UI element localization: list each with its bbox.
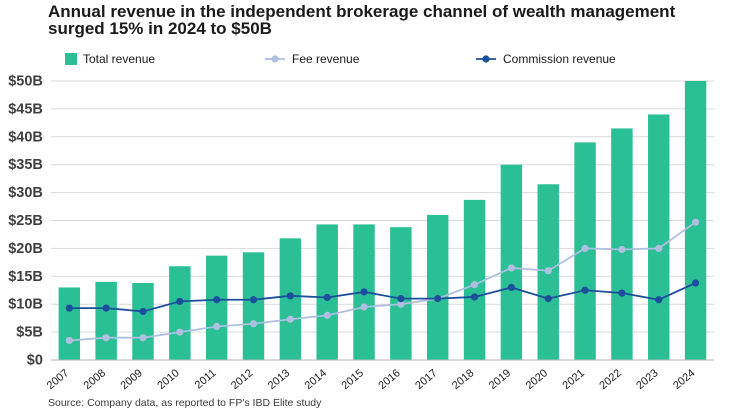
svg-text:2021: 2021 — [561, 367, 587, 392]
svg-text:2023: 2023 — [634, 367, 660, 392]
svg-text:2010: 2010 — [155, 367, 181, 392]
svg-text:2009: 2009 — [118, 367, 144, 392]
svg-text:2018: 2018 — [450, 367, 476, 392]
svg-text:$40B: $40B — [8, 129, 43, 145]
svg-text:$15B: $15B — [8, 269, 43, 285]
svg-text:$0: $0 — [27, 353, 43, 369]
svg-text:2024: 2024 — [671, 367, 697, 392]
svg-text:2013: 2013 — [266, 367, 292, 392]
svg-text:$25B: $25B — [8, 213, 43, 229]
svg-text:$50B: $50B — [8, 74, 43, 90]
svg-text:2007: 2007 — [45, 367, 71, 392]
svg-text:$5B: $5B — [16, 325, 43, 341]
svg-text:2020: 2020 — [524, 367, 550, 392]
svg-text:2014: 2014 — [303, 367, 329, 392]
svg-text:$30B: $30B — [8, 185, 43, 201]
svg-text:2017: 2017 — [413, 367, 439, 392]
svg-text:$45B: $45B — [8, 101, 43, 117]
svg-text:$10B: $10B — [8, 297, 43, 313]
svg-text:2019: 2019 — [487, 367, 513, 392]
svg-text:2011: 2011 — [193, 367, 219, 391]
svg-text:$20B: $20B — [8, 241, 43, 257]
svg-text:2008: 2008 — [82, 367, 108, 392]
svg-text:2016: 2016 — [376, 367, 402, 392]
svg-text:2015: 2015 — [339, 367, 365, 392]
svg-text:2012: 2012 — [229, 367, 255, 392]
svg-text:2022: 2022 — [597, 367, 623, 392]
svg-text:$35B: $35B — [8, 157, 43, 173]
